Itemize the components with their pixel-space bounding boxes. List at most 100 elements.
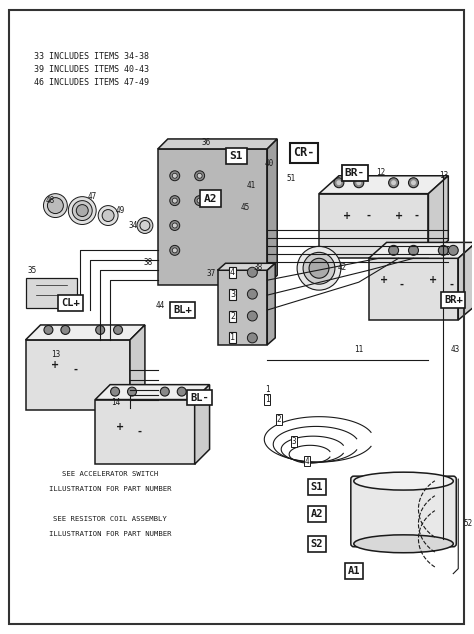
- Text: BR+: BR+: [444, 295, 463, 305]
- Circle shape: [170, 196, 180, 205]
- Circle shape: [172, 198, 177, 203]
- Bar: [26, 278, 77, 308]
- Circle shape: [47, 198, 64, 214]
- Circle shape: [73, 200, 92, 221]
- Circle shape: [247, 268, 257, 277]
- Circle shape: [128, 387, 137, 396]
- Text: -: -: [449, 280, 453, 290]
- Circle shape: [438, 245, 448, 256]
- Circle shape: [172, 223, 177, 228]
- Circle shape: [356, 180, 361, 185]
- Text: 49: 49: [116, 206, 125, 215]
- Polygon shape: [218, 270, 267, 345]
- Text: 2: 2: [277, 415, 282, 424]
- Circle shape: [170, 221, 180, 231]
- Ellipse shape: [354, 535, 453, 553]
- Circle shape: [114, 325, 123, 334]
- Text: ILLUSTRATION FOR PART NUMBER: ILLUSTRATION FOR PART NUMBER: [49, 531, 172, 537]
- Circle shape: [172, 248, 177, 253]
- Ellipse shape: [354, 472, 453, 490]
- Text: SEE RESISTOR COIL ASSEMBLY: SEE RESISTOR COIL ASSEMBLY: [53, 516, 167, 522]
- Text: +: +: [394, 210, 402, 221]
- Text: +: +: [343, 210, 351, 221]
- Circle shape: [337, 180, 341, 185]
- Text: +: +: [51, 359, 59, 370]
- Circle shape: [172, 173, 177, 178]
- Polygon shape: [195, 385, 210, 464]
- Polygon shape: [267, 139, 277, 285]
- Polygon shape: [158, 149, 267, 285]
- Circle shape: [195, 171, 205, 181]
- Text: 51: 51: [286, 174, 296, 183]
- Text: -: -: [138, 427, 142, 436]
- Text: 13: 13: [51, 351, 60, 359]
- Circle shape: [391, 180, 396, 185]
- Polygon shape: [26, 340, 130, 410]
- Text: BL+: BL+: [173, 305, 192, 315]
- Circle shape: [409, 178, 419, 188]
- Text: 4: 4: [305, 456, 310, 466]
- Circle shape: [177, 387, 186, 396]
- Circle shape: [102, 210, 114, 221]
- Text: BR-: BR-: [345, 168, 365, 178]
- Text: 35: 35: [28, 266, 37, 275]
- Circle shape: [303, 252, 335, 284]
- Polygon shape: [95, 399, 195, 464]
- Circle shape: [98, 205, 118, 226]
- Circle shape: [140, 221, 150, 231]
- Text: S1: S1: [230, 151, 243, 161]
- Circle shape: [247, 333, 257, 343]
- Polygon shape: [369, 242, 474, 258]
- Polygon shape: [458, 242, 474, 320]
- Polygon shape: [428, 176, 448, 258]
- Text: 39 INCLUDES ITEMS 40-43: 39 INCLUDES ITEMS 40-43: [34, 65, 148, 74]
- Circle shape: [409, 245, 419, 256]
- Circle shape: [247, 289, 257, 299]
- Circle shape: [389, 245, 399, 256]
- Text: +: +: [116, 422, 124, 432]
- Text: +: +: [380, 275, 388, 285]
- Text: SEE ACCELERATOR SWITCH: SEE ACCELERATOR SWITCH: [62, 471, 158, 477]
- Text: 36: 36: [202, 138, 211, 148]
- Text: 1: 1: [265, 385, 270, 394]
- Text: 33 INCLUDES ITEMS 34-38: 33 INCLUDES ITEMS 34-38: [34, 52, 148, 61]
- Polygon shape: [26, 325, 145, 340]
- Text: 2: 2: [230, 311, 235, 321]
- Text: 11: 11: [354, 345, 364, 354]
- Circle shape: [170, 171, 180, 181]
- Circle shape: [137, 217, 153, 233]
- Polygon shape: [319, 176, 448, 193]
- Text: BL-: BL-: [190, 392, 209, 403]
- Text: 44: 44: [155, 301, 164, 309]
- Circle shape: [309, 258, 329, 278]
- Circle shape: [195, 196, 205, 205]
- Polygon shape: [369, 258, 458, 320]
- Text: 3: 3: [230, 290, 235, 299]
- Text: +: +: [429, 275, 438, 285]
- Text: CR-: CR-: [293, 146, 315, 159]
- Text: 38: 38: [253, 262, 262, 272]
- Polygon shape: [95, 385, 210, 399]
- Circle shape: [197, 198, 202, 203]
- Text: 38: 38: [143, 258, 153, 267]
- Polygon shape: [267, 263, 275, 345]
- Circle shape: [297, 247, 341, 290]
- Text: -: -: [400, 280, 403, 290]
- Circle shape: [110, 387, 119, 396]
- Text: 14: 14: [111, 398, 121, 407]
- Circle shape: [170, 245, 180, 256]
- Circle shape: [96, 325, 105, 334]
- Polygon shape: [319, 193, 428, 258]
- Text: 46 INCLUDES ITEMS 47-49: 46 INCLUDES ITEMS 47-49: [34, 78, 148, 87]
- Text: 47: 47: [88, 192, 97, 201]
- Circle shape: [61, 325, 70, 334]
- Text: A1: A1: [347, 566, 360, 576]
- Text: 41: 41: [247, 181, 256, 190]
- Text: 43: 43: [450, 346, 459, 354]
- Text: 1: 1: [230, 333, 235, 342]
- Circle shape: [389, 178, 399, 188]
- FancyBboxPatch shape: [351, 476, 456, 547]
- Text: S2: S2: [311, 539, 323, 549]
- Text: 12: 12: [376, 168, 385, 178]
- Circle shape: [76, 205, 88, 217]
